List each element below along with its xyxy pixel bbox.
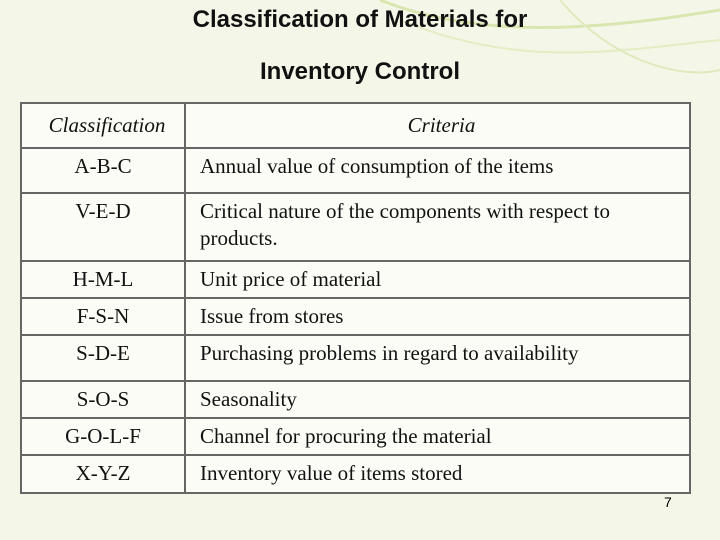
table-cell: Purchasing problems in regard to availab… — [184, 334, 691, 382]
table-cell: Inventory value of items stored — [184, 454, 691, 494]
table-cell: S-O-S — [20, 380, 186, 419]
table-row: A-B-C Annual value of consumption of the … — [20, 147, 691, 194]
table-row: H-M-L Unit price of material — [20, 260, 691, 299]
table-cell: Issue from stores — [184, 297, 691, 336]
table-cell: Seasonality — [184, 380, 691, 419]
table: Classification Criteria A-B-C Annual valu… — [20, 102, 691, 494]
table-cell: F-S-N — [20, 297, 186, 336]
table-row: X-Y-Z Inventory value of items stored — [20, 454, 691, 494]
table-cell: Critical nature of the components with r… — [184, 192, 691, 262]
table-cell: Unit price of material — [184, 260, 691, 299]
table-cell: H-M-L — [20, 260, 186, 299]
table-cell: X-Y-Z — [20, 454, 186, 494]
table-cell: V-E-D — [20, 192, 186, 262]
table-row: V-E-D Critical nature of the components w… — [20, 192, 691, 262]
table-cell: Annual value of consumption of the items — [184, 147, 691, 194]
column-header: Criteria — [184, 102, 691, 149]
title-line: Inventory Control — [259, 58, 460, 85]
table-row: S-D-E Purchasing problems in regard to av… — [20, 334, 691, 382]
table-cell: A-B-C — [20, 147, 186, 194]
table-row: S-O-S Seasonality — [20, 380, 691, 419]
table-cell: G-O-L-F — [20, 417, 186, 456]
column-header: Classification — [20, 102, 186, 149]
table-cell: S-D-E — [20, 334, 186, 382]
table-row: G-O-L-F Channel for procuring the materia… — [20, 417, 691, 456]
table-body: A-B-C Annual value of consumption of the … — [20, 147, 691, 494]
title-line: Classification of Materials for — [192, 6, 528, 33]
table-cell: Channel for procuring the material — [184, 417, 691, 456]
table-row: F-S-N Issue from stores — [20, 297, 691, 336]
page-number: 7 — [664, 494, 672, 510]
